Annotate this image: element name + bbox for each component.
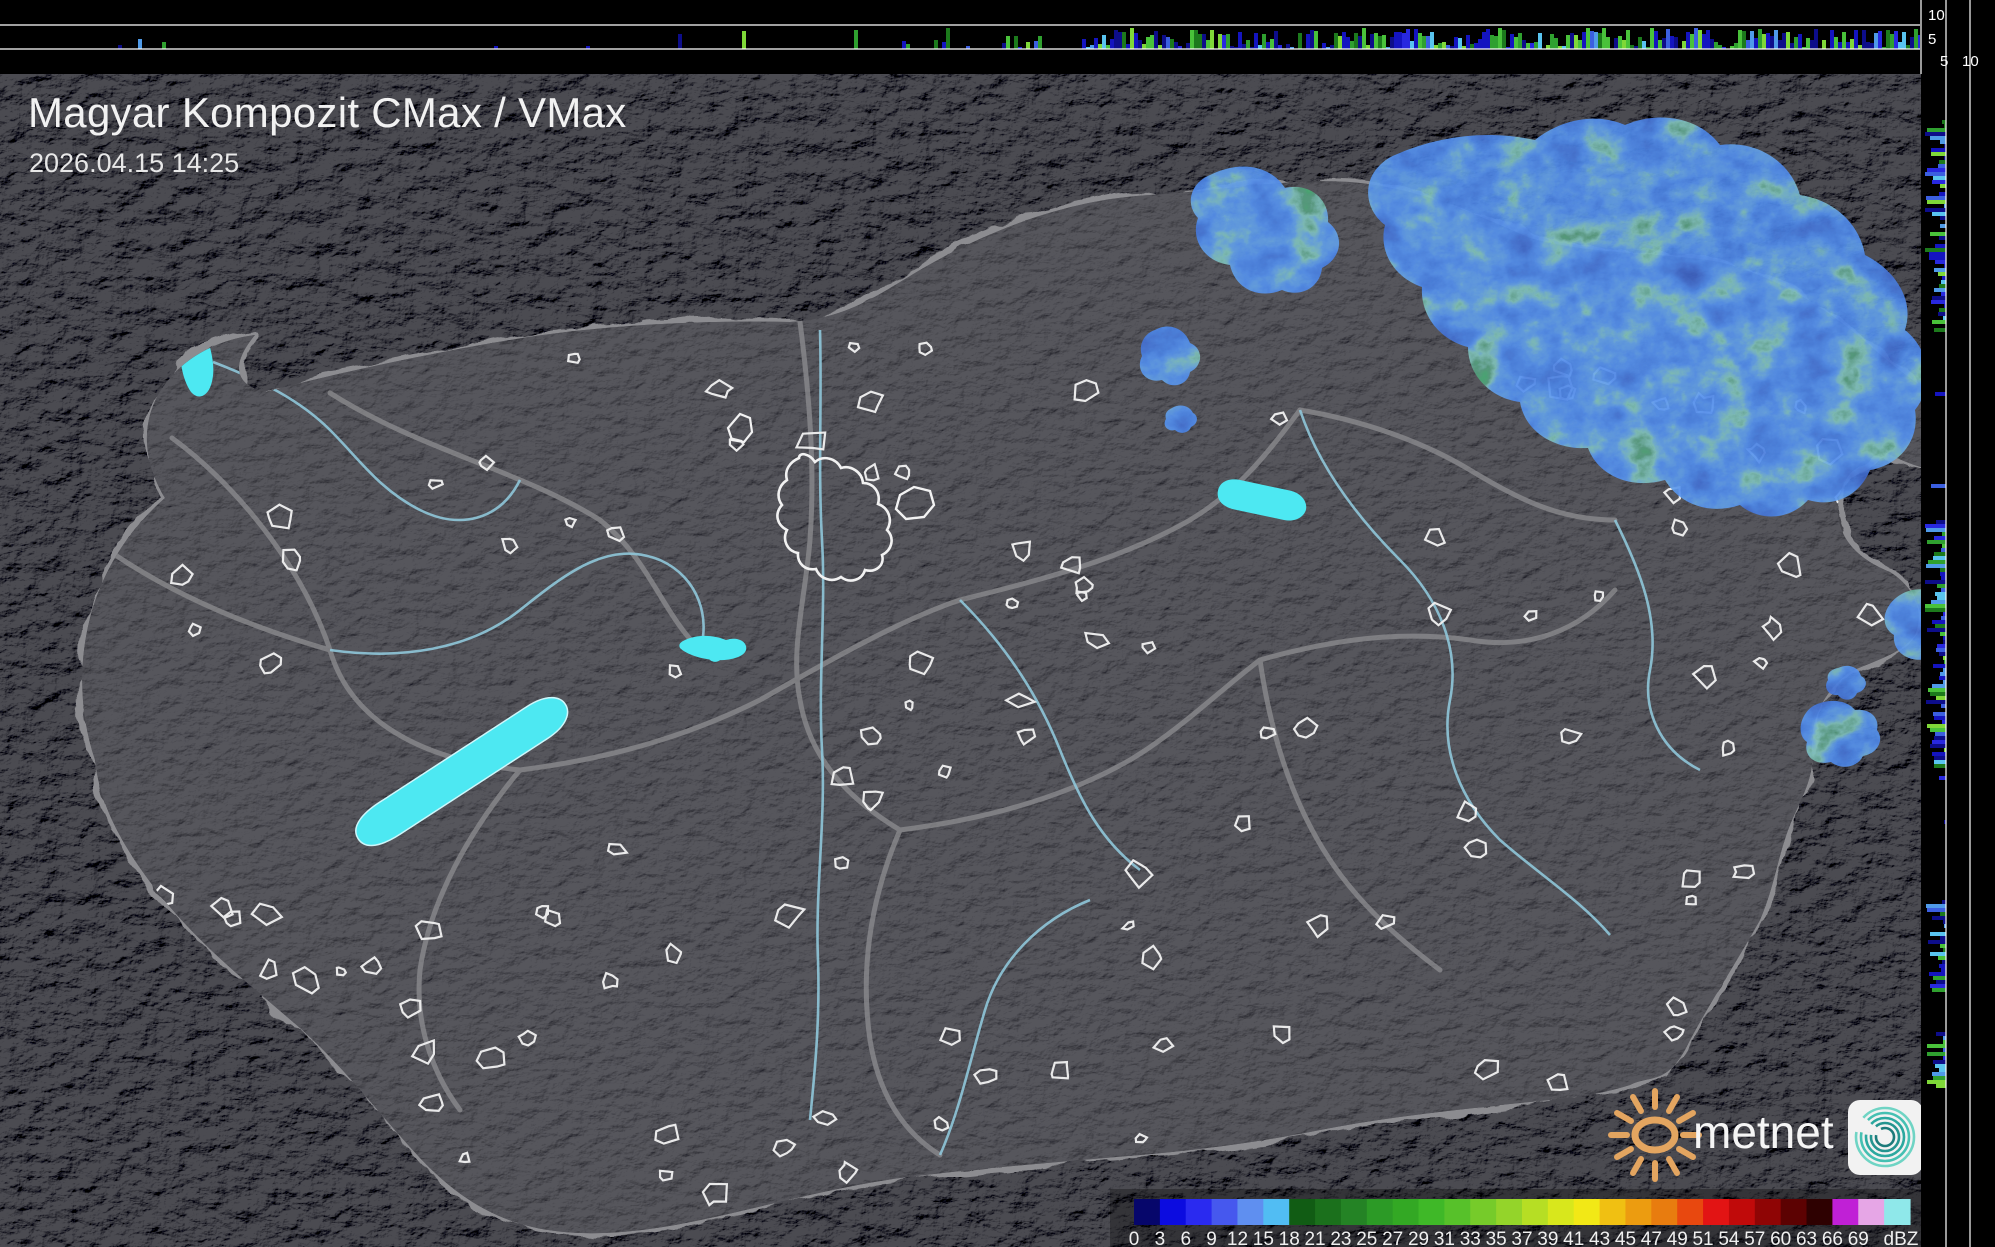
svg-text:33: 33 xyxy=(1460,1229,1481,1247)
svg-text:25: 25 xyxy=(1356,1229,1377,1247)
svg-text:60: 60 xyxy=(1770,1229,1791,1247)
svg-text:3: 3 xyxy=(1155,1229,1166,1247)
svg-text:35: 35 xyxy=(1486,1229,1507,1247)
svg-text:9: 9 xyxy=(1206,1229,1217,1247)
svg-text:23: 23 xyxy=(1330,1229,1351,1247)
svg-text:63: 63 xyxy=(1796,1229,1817,1247)
svg-text:0: 0 xyxy=(1129,1229,1140,1247)
svg-text:54: 54 xyxy=(1718,1229,1740,1247)
svg-text:43: 43 xyxy=(1589,1229,1610,1247)
svg-text:37: 37 xyxy=(1511,1229,1532,1247)
svg-text:29: 29 xyxy=(1408,1229,1429,1247)
svg-text:49: 49 xyxy=(1667,1229,1688,1247)
svg-text:dBZ: dBZ xyxy=(1884,1229,1919,1247)
svg-text:5: 5 xyxy=(1940,53,1948,70)
svg-text:41: 41 xyxy=(1563,1229,1584,1247)
svg-text:45: 45 xyxy=(1615,1229,1636,1247)
svg-text:31: 31 xyxy=(1434,1229,1455,1247)
svg-text:5: 5 xyxy=(1928,31,1936,48)
svg-text:15: 15 xyxy=(1253,1229,1274,1247)
svg-text:10: 10 xyxy=(1928,7,1945,24)
svg-text:12: 12 xyxy=(1227,1229,1248,1247)
svg-text:57: 57 xyxy=(1744,1229,1765,1247)
svg-text:47: 47 xyxy=(1641,1229,1662,1247)
svg-text:21: 21 xyxy=(1304,1229,1325,1247)
svg-text:27: 27 xyxy=(1382,1229,1403,1247)
svg-text:66: 66 xyxy=(1822,1229,1843,1247)
svg-text:6: 6 xyxy=(1180,1229,1191,1247)
svg-text:39: 39 xyxy=(1537,1229,1558,1247)
svg-text:51: 51 xyxy=(1692,1229,1713,1247)
svg-text:metnet: metnet xyxy=(1693,1106,1834,1158)
svg-text:69: 69 xyxy=(1848,1229,1869,1247)
svg-text:18: 18 xyxy=(1279,1229,1300,1247)
svg-text:10: 10 xyxy=(1962,53,1979,70)
